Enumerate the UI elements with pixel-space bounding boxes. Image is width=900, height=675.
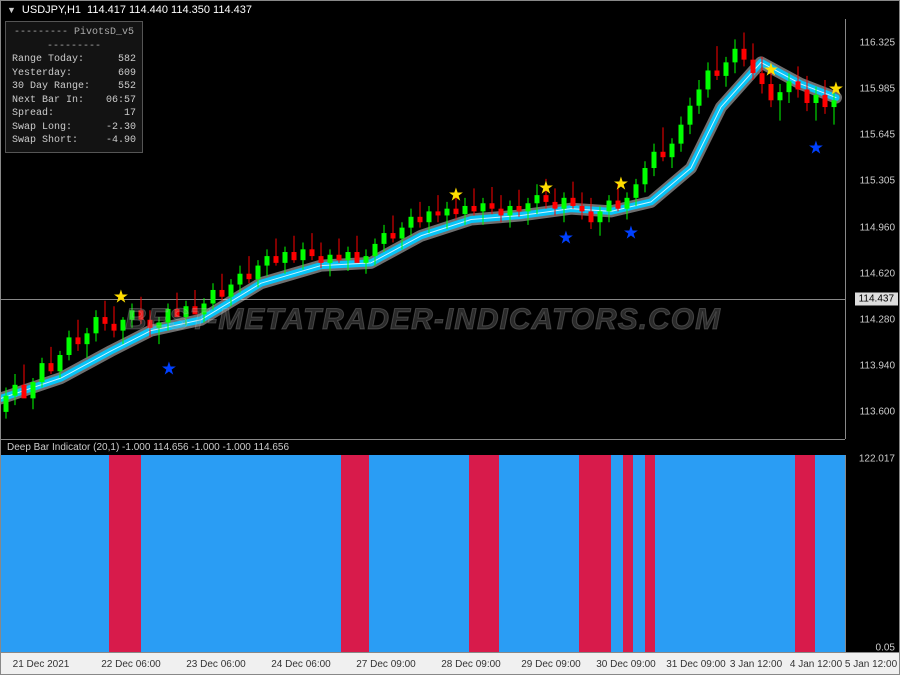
x-tick-label: 4 Jan 12:00 xyxy=(790,659,842,670)
signal-star-icon: ★ xyxy=(763,60,779,81)
indicator-y-axis: 122.0170.05 xyxy=(845,455,899,654)
indicator-bar xyxy=(499,455,579,654)
indicator-bar xyxy=(795,455,815,654)
current-price-tag: 114.437 xyxy=(855,292,898,305)
indicator-bar xyxy=(579,455,611,654)
info-row: Swap Short:-4.90 xyxy=(12,134,136,148)
y-tick-label: 114.620 xyxy=(860,268,895,279)
y-tick-label: 115.985 xyxy=(860,83,895,94)
info-row: Spread:17 xyxy=(12,107,136,121)
info-row: 30 Day Range:552 xyxy=(12,80,136,94)
indicator-bar xyxy=(815,455,845,654)
indicator-bar xyxy=(109,455,141,654)
indicator-bar xyxy=(369,455,469,654)
dropdown-icon[interactable]: ▼ xyxy=(7,5,16,15)
x-tick-label: 27 Dec 09:00 xyxy=(356,659,416,670)
indicator-bar xyxy=(341,455,369,654)
x-tick-label: 28 Dec 09:00 xyxy=(441,659,501,670)
signal-star-icon: ★ xyxy=(538,178,554,199)
indicator-bar xyxy=(469,455,499,654)
indicator-y-label: 122.017 xyxy=(859,454,895,465)
price-y-axis: 116.325 115.985 115.645 115.305 114.960 114.6… xyxy=(845,19,899,439)
indicator-bar xyxy=(633,455,645,654)
chart-header: ▼ USDJPY,H1 114.417 114.440 114.350 114.… xyxy=(1,1,899,19)
signal-star-icon: ★ xyxy=(808,137,824,158)
indicator-bar xyxy=(1,455,109,654)
indicator-header: Deep Bar Indicator (20,1) -1.000 114.656… xyxy=(1,439,845,455)
indicator-bar xyxy=(141,455,341,654)
info-title: --------- PivotsD_v5 --------- xyxy=(12,26,136,53)
x-tick-label: 5 Jan 12:00 xyxy=(845,659,897,670)
symbol-label: USDJPY,H1 xyxy=(22,4,81,16)
x-tick-label: 3 Jan 12:00 xyxy=(730,659,782,670)
signal-star-icon: ★ xyxy=(448,185,464,206)
time-x-axis: 21 Dec 2021 22 Dec 06:00 23 Dec 06:00 24 De… xyxy=(1,652,899,674)
y-tick-label: 113.600 xyxy=(860,406,895,417)
x-tick-label: 29 Dec 09:00 xyxy=(521,659,581,670)
info-row: Next Bar In:06:57 xyxy=(12,94,136,108)
indicator-label: Deep Bar Indicator (20,1) -1.000 114.656… xyxy=(7,442,289,453)
x-tick-label: 24 Dec 06:00 xyxy=(271,659,331,670)
signal-star-icon: ★ xyxy=(113,286,129,307)
y-tick-label: 115.645 xyxy=(860,129,895,140)
y-tick-label: 114.960 xyxy=(860,222,895,233)
info-row: Range Today:582 xyxy=(12,53,136,67)
y-tick-label: 115.305 xyxy=(860,175,895,186)
x-tick-label: 22 Dec 06:00 xyxy=(101,659,161,670)
signal-star-icon: ★ xyxy=(623,223,639,244)
signal-star-icon: ★ xyxy=(558,228,574,249)
signal-star-icon: ★ xyxy=(828,79,844,100)
chart-container: ▼ USDJPY,H1 114.417 114.440 114.350 114.… xyxy=(0,0,900,675)
info-panel: --------- PivotsD_v5 --------- Range Tod… xyxy=(5,21,143,153)
indicator-panel[interactable] xyxy=(1,455,845,654)
signal-star-icon: ★ xyxy=(161,358,177,379)
x-tick-label: 21 Dec 2021 xyxy=(13,659,70,670)
indicator-bar xyxy=(611,455,623,654)
x-tick-label: 23 Dec 06:00 xyxy=(186,659,246,670)
signal-star-icon: ★ xyxy=(613,174,629,195)
info-row: Swap Long:-2.30 xyxy=(12,121,136,135)
x-tick-label: 31 Dec 09:00 xyxy=(666,659,726,670)
x-tick-label: 30 Dec 09:00 xyxy=(596,659,656,670)
y-tick-label: 116.325 xyxy=(860,37,895,48)
indicator-bar xyxy=(623,455,633,654)
indicator-bar xyxy=(645,455,655,654)
ohlc-label: 114.417 114.440 114.350 114.437 xyxy=(87,4,252,16)
info-row: Yesterday:609 xyxy=(12,67,136,81)
y-tick-label: 113.940 xyxy=(860,360,895,371)
indicator-bar xyxy=(655,455,795,654)
y-tick-label: 114.280 xyxy=(860,314,895,325)
